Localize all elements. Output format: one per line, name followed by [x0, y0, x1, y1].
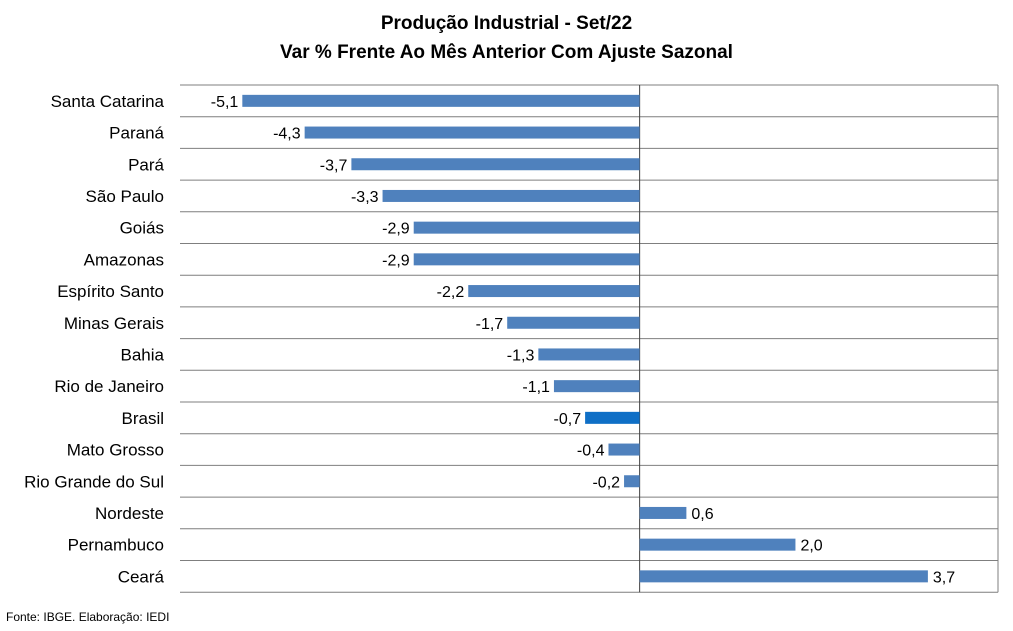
category-label: Pará: [128, 155, 164, 174]
bar-espírito-santo: [468, 285, 640, 298]
bar-pernambuco: [639, 538, 796, 551]
data-label: -3,3: [351, 189, 379, 206]
category-label: Amazonas: [84, 250, 164, 269]
chart-title: Produção Industrial - Set/22: [380, 13, 633, 34]
data-label: 0,6: [691, 506, 713, 523]
data-label: -4,3: [273, 126, 301, 143]
bar-paraná: [304, 126, 640, 139]
data-label: -2,9: [382, 221, 410, 238]
bar-santa-catarina: [242, 94, 640, 107]
data-label: -0,7: [554, 411, 582, 428]
bar-nordeste: [639, 506, 687, 519]
chart-subtitle: Var % Frente Ao Mês Anterior Com Ajuste …: [280, 42, 733, 63]
data-label: 3,7: [933, 569, 955, 586]
bar-minas-gerais: [507, 316, 640, 329]
bar-brasil: [585, 411, 640, 424]
bar-rio-de-janeiro: [553, 380, 640, 393]
category-label: Paraná: [109, 124, 164, 143]
data-label: 2,0: [800, 538, 822, 555]
bar-bahia: [538, 348, 640, 361]
bar-são-paulo: [382, 189, 640, 202]
category-label: Rio de Janeiro: [54, 377, 164, 396]
category-label: Goiás: [120, 219, 164, 238]
category-label: Nordeste: [95, 504, 164, 523]
category-label: Ceará: [118, 567, 165, 586]
data-label: -1,3: [507, 347, 535, 364]
data-label: -0,4: [577, 443, 605, 460]
bar-rio-grande-do-sul: [624, 475, 640, 488]
bar-amazonas: [413, 253, 640, 266]
category-label: Brasil: [121, 409, 164, 428]
bar-mato-grosso: [608, 443, 640, 456]
category-label: Minas Gerais: [64, 314, 164, 333]
category-label: Mato Grosso: [67, 441, 164, 460]
category-label: São Paulo: [86, 187, 164, 206]
data-label: -1,7: [476, 316, 504, 333]
category-label: Santa Catarina: [51, 92, 165, 111]
data-label: -5,1: [211, 94, 239, 111]
category-label: Pernambuco: [68, 536, 164, 555]
category-label: Espírito Santo: [57, 282, 164, 301]
data-label: -3,7: [320, 157, 348, 174]
bar-ceará: [639, 570, 928, 583]
bar-goiás: [413, 221, 640, 234]
data-label: -1,1: [522, 379, 550, 396]
category-label: Rio Grande do Sul: [24, 472, 164, 491]
data-label: -2,2: [437, 284, 465, 301]
bar-pará: [351, 158, 640, 171]
data-label: -2,9: [382, 252, 410, 269]
data-label: -0,2: [592, 474, 620, 491]
source-note: Fonte: IBGE. Elaboração: IEDI: [6, 610, 170, 624]
category-label: Bahia: [121, 345, 165, 364]
